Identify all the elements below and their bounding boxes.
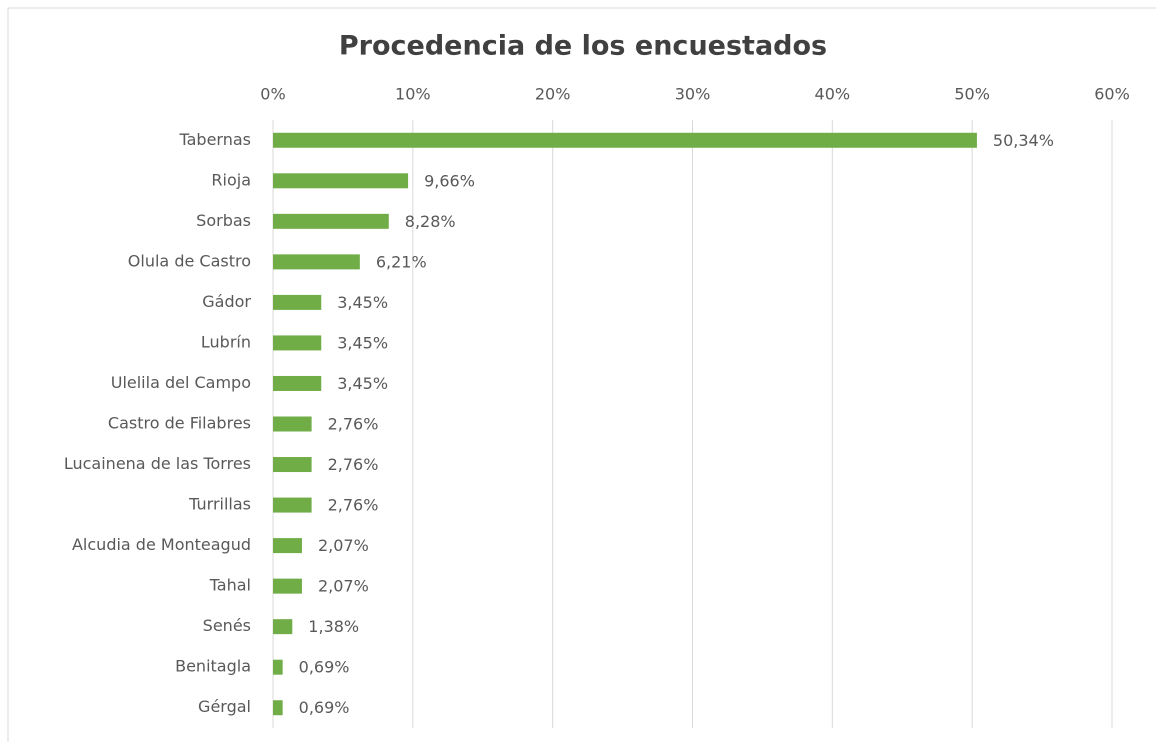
- data-label: 0,69%: [299, 658, 350, 677]
- chart-border: [7, 7, 1156, 742]
- y-tick-label: Alcudia de Monteagud: [72, 535, 251, 554]
- data-label: 1,38%: [308, 617, 359, 636]
- bar: [273, 497, 312, 513]
- x-tick-label: 30%: [675, 85, 711, 104]
- bar: [273, 416, 312, 432]
- data-label: 3,45%: [337, 374, 388, 393]
- data-label: 2,07%: [318, 577, 369, 596]
- bar: [273, 578, 302, 594]
- data-label: 50,34%: [993, 131, 1054, 150]
- y-tick-label: Gérgal: [198, 697, 251, 716]
- x-tick-label: 60%: [1094, 85, 1130, 104]
- bar: [273, 457, 312, 473]
- bar: [273, 659, 283, 675]
- x-tick-label: 0%: [260, 85, 285, 104]
- bar: [273, 254, 360, 270]
- y-tick-label: Olula de Castro: [128, 251, 251, 270]
- y-tick-label: Tahal: [209, 576, 251, 595]
- y-tick-label: Gádor: [202, 292, 251, 311]
- bar: [273, 294, 322, 310]
- bar: [273, 132, 977, 148]
- y-tick-label: Benitagla: [175, 657, 251, 676]
- bar: [273, 213, 389, 229]
- bar: [273, 173, 409, 189]
- y-tick-label: Ulelila del Campo: [111, 373, 251, 392]
- y-tick-label: Rioja: [211, 170, 251, 189]
- data-label: 0,69%: [299, 698, 350, 717]
- data-label: 9,66%: [424, 171, 475, 190]
- data-label: 3,45%: [337, 333, 388, 352]
- bar: [273, 335, 322, 351]
- data-label: 2,76%: [328, 455, 379, 474]
- y-tick-label: Sorbas: [196, 211, 251, 230]
- y-tick-label: Castro de Filabres: [108, 414, 251, 433]
- bar: [273, 700, 283, 716]
- x-tick-label: 40%: [815, 85, 851, 104]
- y-tick-label: Tabernas: [178, 130, 251, 149]
- x-tick-label: 50%: [954, 85, 990, 104]
- y-tick-label: Lubrín: [201, 332, 251, 351]
- data-label: 8,28%: [405, 212, 456, 231]
- y-tick-label: Turrillas: [188, 495, 251, 514]
- data-label: 2,76%: [328, 496, 379, 515]
- data-label: 3,45%: [337, 293, 388, 312]
- y-tick-label: Lucainena de las Torres: [64, 454, 251, 473]
- bar: [273, 538, 302, 554]
- data-label: 2,07%: [318, 536, 369, 555]
- y-tick-label: Senés: [203, 616, 251, 635]
- bar: [273, 375, 322, 391]
- data-label: 6,21%: [376, 252, 427, 271]
- x-tick-label: 10%: [395, 85, 431, 104]
- chart-title: Procedencia de los encuestados: [339, 31, 827, 62]
- data-label: 2,76%: [328, 415, 379, 434]
- bar: [273, 619, 293, 635]
- x-tick-label: 20%: [535, 85, 571, 104]
